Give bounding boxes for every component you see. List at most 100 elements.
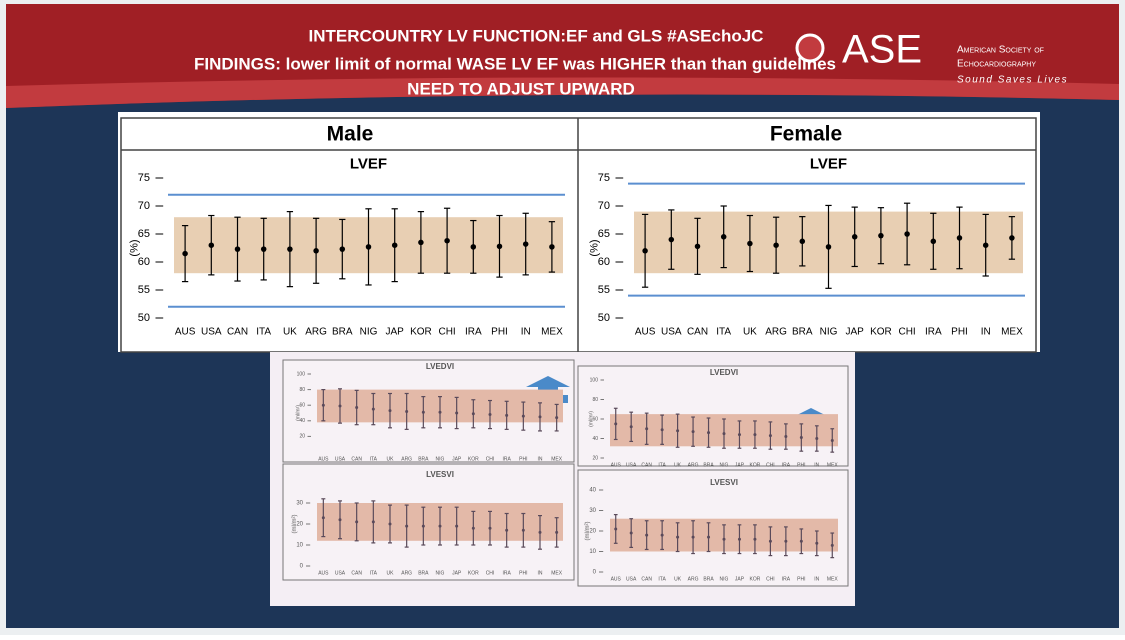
mean-point (388, 522, 392, 526)
x-tick-label: UK (674, 576, 682, 582)
mean-point (555, 416, 559, 420)
panel-heading: Male (327, 123, 374, 146)
mean-point (455, 411, 459, 415)
mean-point (339, 246, 346, 252)
y-tick-label: 40 (589, 488, 596, 494)
logo-name: Echocardiography (957, 59, 1036, 70)
mean-point (768, 434, 772, 438)
y-tick-label: 40 (299, 418, 305, 424)
mean-point (421, 524, 425, 528)
x-tick-label: NIG (720, 462, 729, 468)
x-tick-label: AUS (635, 327, 656, 338)
x-tick-label: USA (335, 570, 346, 576)
header-line: NEED TO ADJUST UPWARD (407, 79, 635, 98)
mean-point (488, 413, 492, 417)
x-tick-label: KOR (468, 570, 479, 576)
x-tick-label: ARG (401, 570, 412, 576)
y-tick-label: 20 (589, 529, 596, 535)
mean-point (388, 409, 392, 413)
mean-point (455, 524, 459, 528)
x-tick-label: PHI (491, 327, 508, 338)
x-tick-label: USA (201, 327, 222, 338)
y-tick-label: 80 (299, 387, 305, 393)
y-tick-label: 80 (592, 397, 598, 403)
x-tick-label: ARG (765, 327, 787, 338)
x-tick-label: PHI (797, 576, 805, 582)
mean-point (538, 415, 542, 419)
x-tick-label: NIG (436, 456, 445, 462)
x-tick-label: IRA (465, 327, 482, 338)
header-line: FINDINGS: lower limit of normal WASE LV … (194, 54, 836, 73)
y-tick-label: 40 (592, 436, 598, 442)
x-tick-label: USA (335, 456, 346, 462)
x-tick-label: USA (626, 462, 637, 468)
mean-point (722, 537, 726, 541)
mean-point (784, 435, 788, 439)
x-tick-label: JAP (386, 327, 405, 338)
y-tick-label: 100 (590, 377, 599, 383)
y-tick-label: 65 (138, 228, 150, 240)
chart-title: LVESVI (426, 470, 454, 479)
mean-point (768, 539, 772, 543)
mean-point (753, 433, 757, 437)
x-tick-label: NIG (360, 327, 378, 338)
x-tick-label: USA (626, 576, 637, 582)
mean-point (421, 410, 425, 414)
mean-point (830, 438, 834, 442)
x-tick-label: CHI (486, 456, 495, 462)
x-tick-label: MEX (1001, 327, 1023, 338)
x-tick-label: KOR (750, 576, 761, 582)
x-tick-label: CAN (351, 456, 362, 462)
logo-icon (795, 33, 825, 63)
mean-point (371, 407, 375, 411)
x-tick-label: BRA (418, 456, 429, 462)
x-tick-label: BRA (703, 462, 714, 468)
chart-title: LVEDVI (426, 362, 454, 371)
x-tick-label: ARG (305, 327, 327, 338)
y-tick-label: 20 (592, 455, 598, 461)
x-tick-label: USA (661, 327, 682, 338)
y-tick-label: 55 (598, 284, 610, 296)
mean-point (784, 539, 788, 543)
mean-point (614, 422, 618, 426)
mean-point (234, 246, 241, 252)
logo-name: American Society of (957, 45, 1044, 56)
x-tick-label: CAN (641, 576, 652, 582)
x-tick-label: CAN (641, 462, 652, 468)
x-tick-label: UK (674, 462, 682, 468)
mean-point (391, 242, 398, 248)
x-tick-label: AUS (611, 462, 622, 468)
mean-point (405, 524, 409, 528)
x-tick-label: ITA (256, 327, 271, 338)
x-tick-label: IN (521, 327, 531, 338)
x-tick-label: AUS (318, 570, 329, 576)
y-tick-label: 60 (299, 403, 305, 409)
y-tick-label: 100 (297, 371, 306, 377)
mean-point (799, 436, 803, 440)
y-tick-label: 30 (296, 501, 303, 507)
y-tick-label: 75 (598, 172, 610, 184)
mean-point (355, 520, 359, 524)
x-tick-label: ITA (658, 462, 666, 468)
mean-point (260, 246, 267, 252)
mean-point (471, 412, 475, 416)
x-tick-label: ARG (688, 576, 699, 582)
x-tick-label: KOR (410, 327, 432, 338)
mean-point (773, 242, 779, 248)
mean-point (555, 530, 559, 534)
x-tick-label: AUS (318, 456, 329, 462)
mean-point (799, 238, 806, 245)
x-tick-label: CHI (766, 576, 775, 582)
mean-point (676, 535, 680, 539)
x-tick-label: IN (538, 570, 543, 576)
mean-point (321, 516, 325, 520)
mean-point (629, 425, 633, 429)
y-tick-label: 70 (138, 200, 150, 212)
x-tick-label: JAP (735, 576, 745, 582)
mean-point (505, 528, 509, 532)
mean-point (521, 414, 525, 418)
y-tick-label: 55 (138, 284, 150, 296)
mean-point (660, 533, 664, 537)
mean-point (355, 406, 359, 410)
y-axis-label: (ml/m²) (588, 411, 594, 427)
